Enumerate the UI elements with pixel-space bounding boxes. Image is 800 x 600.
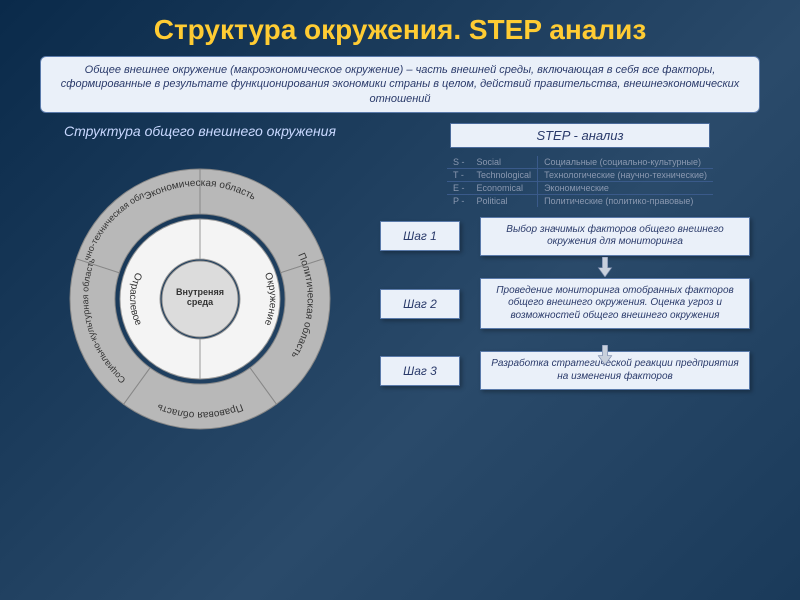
tbl-s-ru: Социальные (социально-культурные) (538, 156, 713, 169)
step-3-row: Шаг 3 Разработка стратегической реакции … (380, 351, 780, 390)
main-area: Структура общего внешнего окружения (0, 123, 800, 449)
tbl-t-ru: Технологические (научно-технические) (538, 168, 713, 181)
step-1-label: Шаг 1 (380, 221, 460, 251)
tbl-e-ru: Экономические (538, 181, 713, 194)
step-3-box: Разработка стратегической реакции предпр… (480, 351, 750, 390)
step-1-row: Шаг 1 Выбор значимых факторов общего вне… (380, 217, 780, 256)
step-definition-table: S -SocialСоциальные (социально-культурны… (447, 156, 713, 207)
tbl-e-en: Economical (471, 181, 538, 194)
center-label: Внутреняя среда (172, 287, 228, 307)
step-2-row: Шаг 2 Проведение мониторинга отобранных … (380, 278, 780, 330)
page-title: Структура окружения. STEP анализ (0, 0, 800, 52)
arrow-2-icon (595, 345, 615, 365)
tbl-p-ru: Политические (политико-правовые) (538, 194, 713, 207)
step-title-box: STEP - анализ (450, 123, 710, 148)
arrow-1-icon (595, 257, 615, 277)
tbl-p-letter: P - (447, 194, 471, 207)
step-1-box: Выбор значимых факторов общего внешнего … (480, 217, 750, 256)
structure-diagram: Экономическая область Политическая облас… (50, 149, 350, 449)
tbl-s-letter: S - (447, 156, 471, 169)
tbl-s-en: Social (471, 156, 538, 169)
step-2-box: Проведение мониторинга отобранных фактор… (480, 278, 750, 330)
step-2-label: Шаг 2 (380, 289, 460, 319)
left-column: Структура общего внешнего окружения (20, 123, 380, 449)
description-box: Общее внешнее окружение (макроэкономичес… (40, 56, 760, 113)
tbl-t-letter: T - (447, 168, 471, 181)
tbl-t-en: Technological (471, 168, 538, 181)
tbl-e-letter: E - (447, 181, 471, 194)
steps-flow: Шаг 1 Выбор значимых факторов общего вне… (380, 217, 780, 391)
right-column: STEP - анализ S -SocialСоциальные (социа… (380, 123, 780, 449)
left-subhead: Структура общего внешнего окружения (20, 123, 380, 139)
tbl-p-en: Political (471, 194, 538, 207)
step-3-label: Шаг 3 (380, 356, 460, 386)
